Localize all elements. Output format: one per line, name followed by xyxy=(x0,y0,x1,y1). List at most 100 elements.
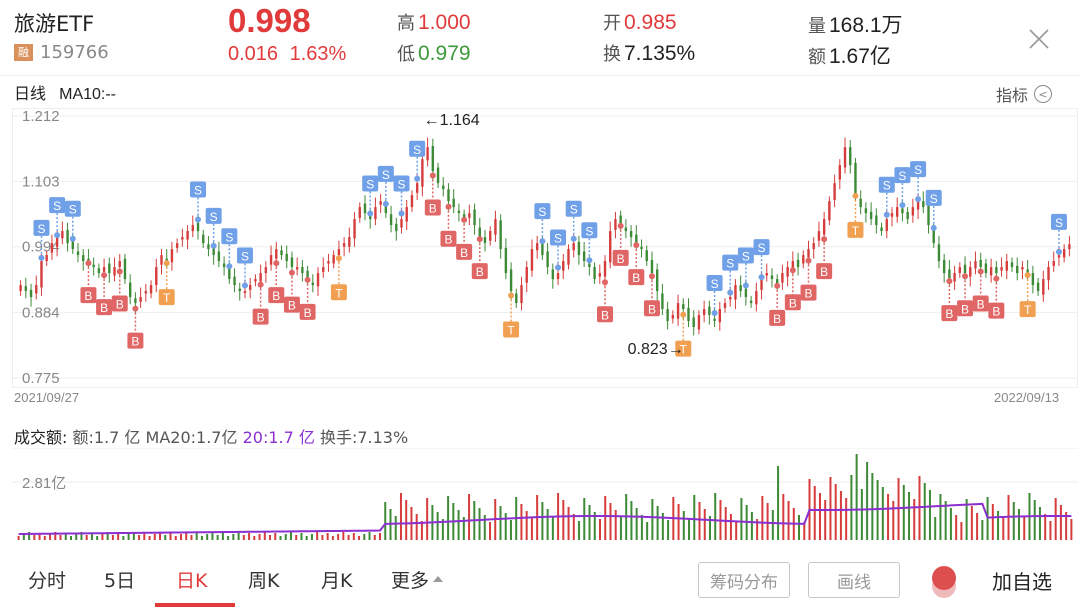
svg-text:B: B xyxy=(84,289,92,303)
svg-text:0.823→: 0.823→ xyxy=(628,341,684,358)
svg-text:B: B xyxy=(945,307,953,321)
turnover-label: 换 xyxy=(603,44,621,65)
svg-text:B: B xyxy=(804,287,812,301)
open-label: 开 xyxy=(603,13,621,34)
record-button[interactable] xyxy=(922,560,966,604)
svg-text:B: B xyxy=(100,301,108,315)
svg-text:B: B xyxy=(648,302,656,316)
svg-text:1.212: 1.212 xyxy=(22,108,60,125)
period-label: 日线 xyxy=(14,84,47,103)
close-button[interactable] xyxy=(1024,24,1054,54)
svg-text:S: S xyxy=(554,231,562,245)
change-value: 0.016 xyxy=(228,43,279,65)
svg-text:B: B xyxy=(617,252,625,266)
tab-label: 日K xyxy=(176,570,208,592)
svg-text:B: B xyxy=(601,308,609,322)
svg-text:B: B xyxy=(257,311,265,325)
svg-text:B: B xyxy=(961,302,969,316)
volume-turnover: 换手:7.13% xyxy=(319,428,409,447)
svg-text:B: B xyxy=(460,246,468,260)
volume-label: 量 xyxy=(808,16,826,37)
svg-text:S: S xyxy=(37,222,45,236)
tab-label: 月K xyxy=(321,570,353,592)
high-stat: 高 1.000 xyxy=(397,9,471,35)
volume-ma20-alt: 20:1.7 亿 xyxy=(242,428,315,447)
volume-amount: 额:1.7 亿 xyxy=(72,428,141,447)
tab-monthly-k[interactable]: 月K xyxy=(321,566,352,593)
amount-stat: 额 1.67亿 xyxy=(808,40,891,70)
svg-text:S: S xyxy=(398,178,406,192)
svg-text:S: S xyxy=(413,143,421,157)
svg-text:S: S xyxy=(69,203,77,217)
high-value: 1.000 xyxy=(418,11,471,34)
tab-daily-k[interactable]: 日K xyxy=(176,566,207,593)
svg-text:S: S xyxy=(914,163,922,177)
price-change: 0.016 1.63% xyxy=(228,43,346,66)
turnover-stat: 换 7.135% xyxy=(603,40,695,66)
svg-text:S: S xyxy=(194,184,202,198)
svg-text:B: B xyxy=(992,305,1000,319)
chip-distribution-button[interactable]: 筹码分布 xyxy=(698,562,790,598)
svg-text:S: S xyxy=(366,178,374,192)
chevron-left-circle-icon: < xyxy=(1034,85,1053,103)
volume-chart[interactable]: 2.81亿 xyxy=(12,448,1078,540)
open-value: 0.985 xyxy=(624,11,677,34)
tab-5day[interactable]: 5日 xyxy=(104,566,135,593)
low-label: 低 xyxy=(397,44,415,65)
last-price: 0.998 xyxy=(228,2,311,39)
red-dot-icon xyxy=(932,566,956,598)
tab-more[interactable]: 更多 xyxy=(391,566,444,593)
svg-text:S: S xyxy=(241,249,249,263)
svg-text:T: T xyxy=(852,224,860,238)
open-stat: 开 0.985 xyxy=(603,9,677,35)
svg-text:B: B xyxy=(131,335,139,349)
svg-text:S: S xyxy=(225,230,233,244)
date-end: 2022/09/13 xyxy=(994,390,1060,405)
svg-text:B: B xyxy=(773,312,781,326)
bottom-toolbar: 分时 5日 日K 周K 月K 更多 筹码分布 画线 加自选 xyxy=(0,548,1080,607)
tab-intraday[interactable]: 分时 xyxy=(28,566,66,593)
high-label: 高 xyxy=(397,13,415,34)
svg-text:B: B xyxy=(820,265,828,279)
volume-title: 成交额: xyxy=(14,428,68,447)
code-row: 融 159766 xyxy=(14,42,109,63)
tab-weekly-k[interactable]: 周K xyxy=(248,566,279,593)
svg-text:S: S xyxy=(538,205,546,219)
svg-text:S: S xyxy=(585,224,593,238)
svg-text:S: S xyxy=(930,192,938,206)
svg-text:T: T xyxy=(163,291,171,305)
svg-text:B: B xyxy=(304,306,312,320)
security-name: 旅游ETF xyxy=(14,12,95,36)
tab-label: 周K xyxy=(248,570,280,592)
svg-text:T: T xyxy=(335,286,343,300)
svg-text:0.994: 0.994 xyxy=(22,239,60,256)
svg-text:0.775: 0.775 xyxy=(22,370,60,387)
draw-line-label: 画线 xyxy=(837,572,871,593)
volume-ma20: MA20:1.7亿 xyxy=(145,428,238,447)
svg-text:T: T xyxy=(680,343,688,357)
svg-text:B: B xyxy=(288,299,296,313)
active-tab-indicator xyxy=(155,603,235,607)
chip-distribution-label: 筹码分布 xyxy=(710,572,778,593)
margin-trading-badge: 融 xyxy=(14,44,33,61)
security-code: 159766 xyxy=(40,42,109,63)
svg-text:S: S xyxy=(711,277,719,291)
svg-text:B: B xyxy=(476,265,484,279)
add-to-watchlist-button[interactable]: 加自选 xyxy=(992,570,1052,594)
draw-line-button[interactable]: 画线 xyxy=(808,562,900,598)
indicator-label: 指标 xyxy=(996,86,1029,105)
volume-value: 168.1万 xyxy=(829,14,903,37)
volume-legend: 成交额: 额:1.7 亿 MA20:1.7亿 20:1.7 亿 换手:7.13% xyxy=(14,424,408,448)
quote-header: 旅游ETF 融 159766 0.998 0.016 1.63% 高 1.000… xyxy=(0,0,1080,76)
svg-text:1.103: 1.103 xyxy=(22,173,60,190)
svg-text:T: T xyxy=(507,323,515,337)
svg-text:B: B xyxy=(116,297,124,311)
amount-label: 额 xyxy=(808,47,826,68)
svg-text:B: B xyxy=(429,202,437,216)
svg-text:S: S xyxy=(883,179,891,193)
svg-text:S: S xyxy=(53,199,61,213)
indicator-button[interactable]: 指标 < xyxy=(996,82,1053,106)
svg-text:B: B xyxy=(444,233,452,247)
svg-text:B: B xyxy=(632,271,640,285)
